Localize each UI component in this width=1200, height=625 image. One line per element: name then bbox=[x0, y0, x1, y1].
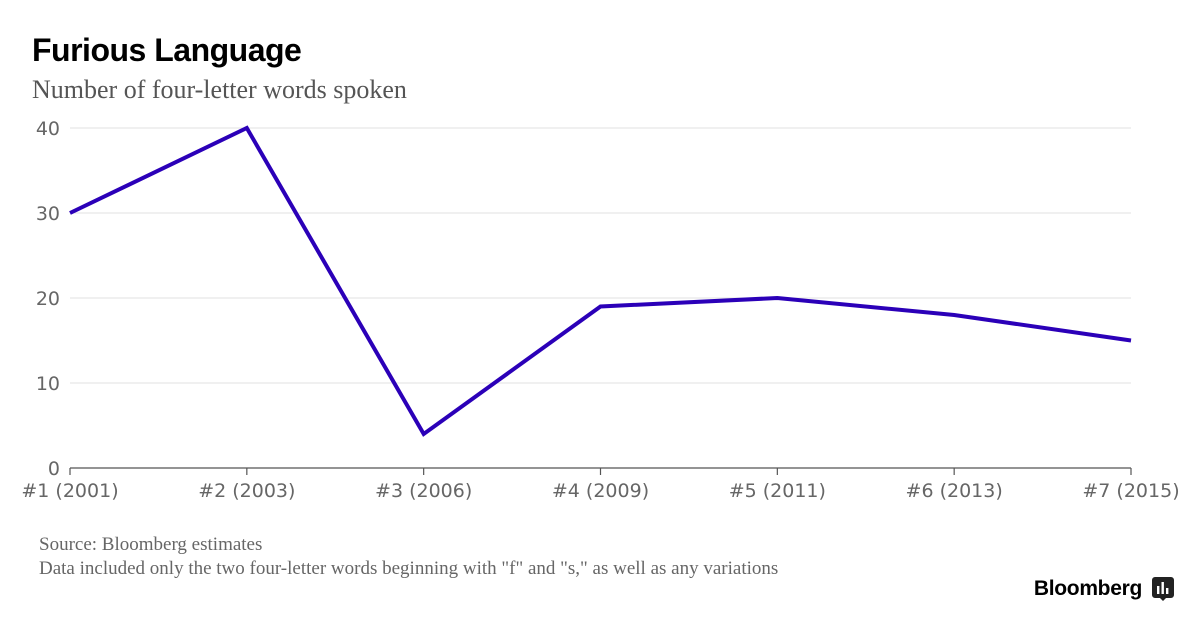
x-tick-label: #4 (2009) bbox=[552, 480, 649, 502]
chart-title: Furious Language bbox=[32, 32, 302, 68]
axes bbox=[69, 467, 1132, 475]
series bbox=[69, 125, 1132, 437]
source-note: Source: Bloomberg estimates Data include… bbox=[39, 533, 778, 581]
y-tick-label: 10 bbox=[36, 373, 60, 395]
x-tick-label: #3 (2006) bbox=[375, 480, 472, 502]
chart-subtitle: Number of four-letter words spoken bbox=[32, 75, 407, 104]
y-tick-label: 20 bbox=[36, 288, 60, 310]
x-tick-label: #6 (2013) bbox=[906, 480, 1003, 502]
bloomberg-bars-icon bbox=[1152, 577, 1174, 601]
source-text: Source: Bloomberg estimates bbox=[39, 534, 263, 555]
x-tick-label: #1 (2001) bbox=[21, 480, 118, 502]
brand-name: Bloomberg bbox=[1033, 577, 1142, 600]
tick-labels: 0 10 20 30 40 #1 (2001) #2 (2003) #3 (2006) #4 (… bbox=[21, 118, 1179, 502]
bloomberg-logo: Bloomberg bbox=[1034, 577, 1174, 601]
data-note-text: Data included only the two four-letter w… bbox=[39, 558, 779, 579]
y-tick-label: 0 bbox=[48, 458, 60, 480]
gridlines bbox=[70, 127, 1131, 384]
x-tick-label: #5 (2011) bbox=[729, 480, 826, 502]
y-tick-label: 40 bbox=[36, 118, 60, 140]
x-tick-label: #2 (2003) bbox=[198, 480, 295, 502]
y-tick-label: 30 bbox=[36, 203, 60, 225]
x-tick-label: #7 (2015) bbox=[1082, 480, 1179, 502]
series-line bbox=[69, 125, 1132, 437]
